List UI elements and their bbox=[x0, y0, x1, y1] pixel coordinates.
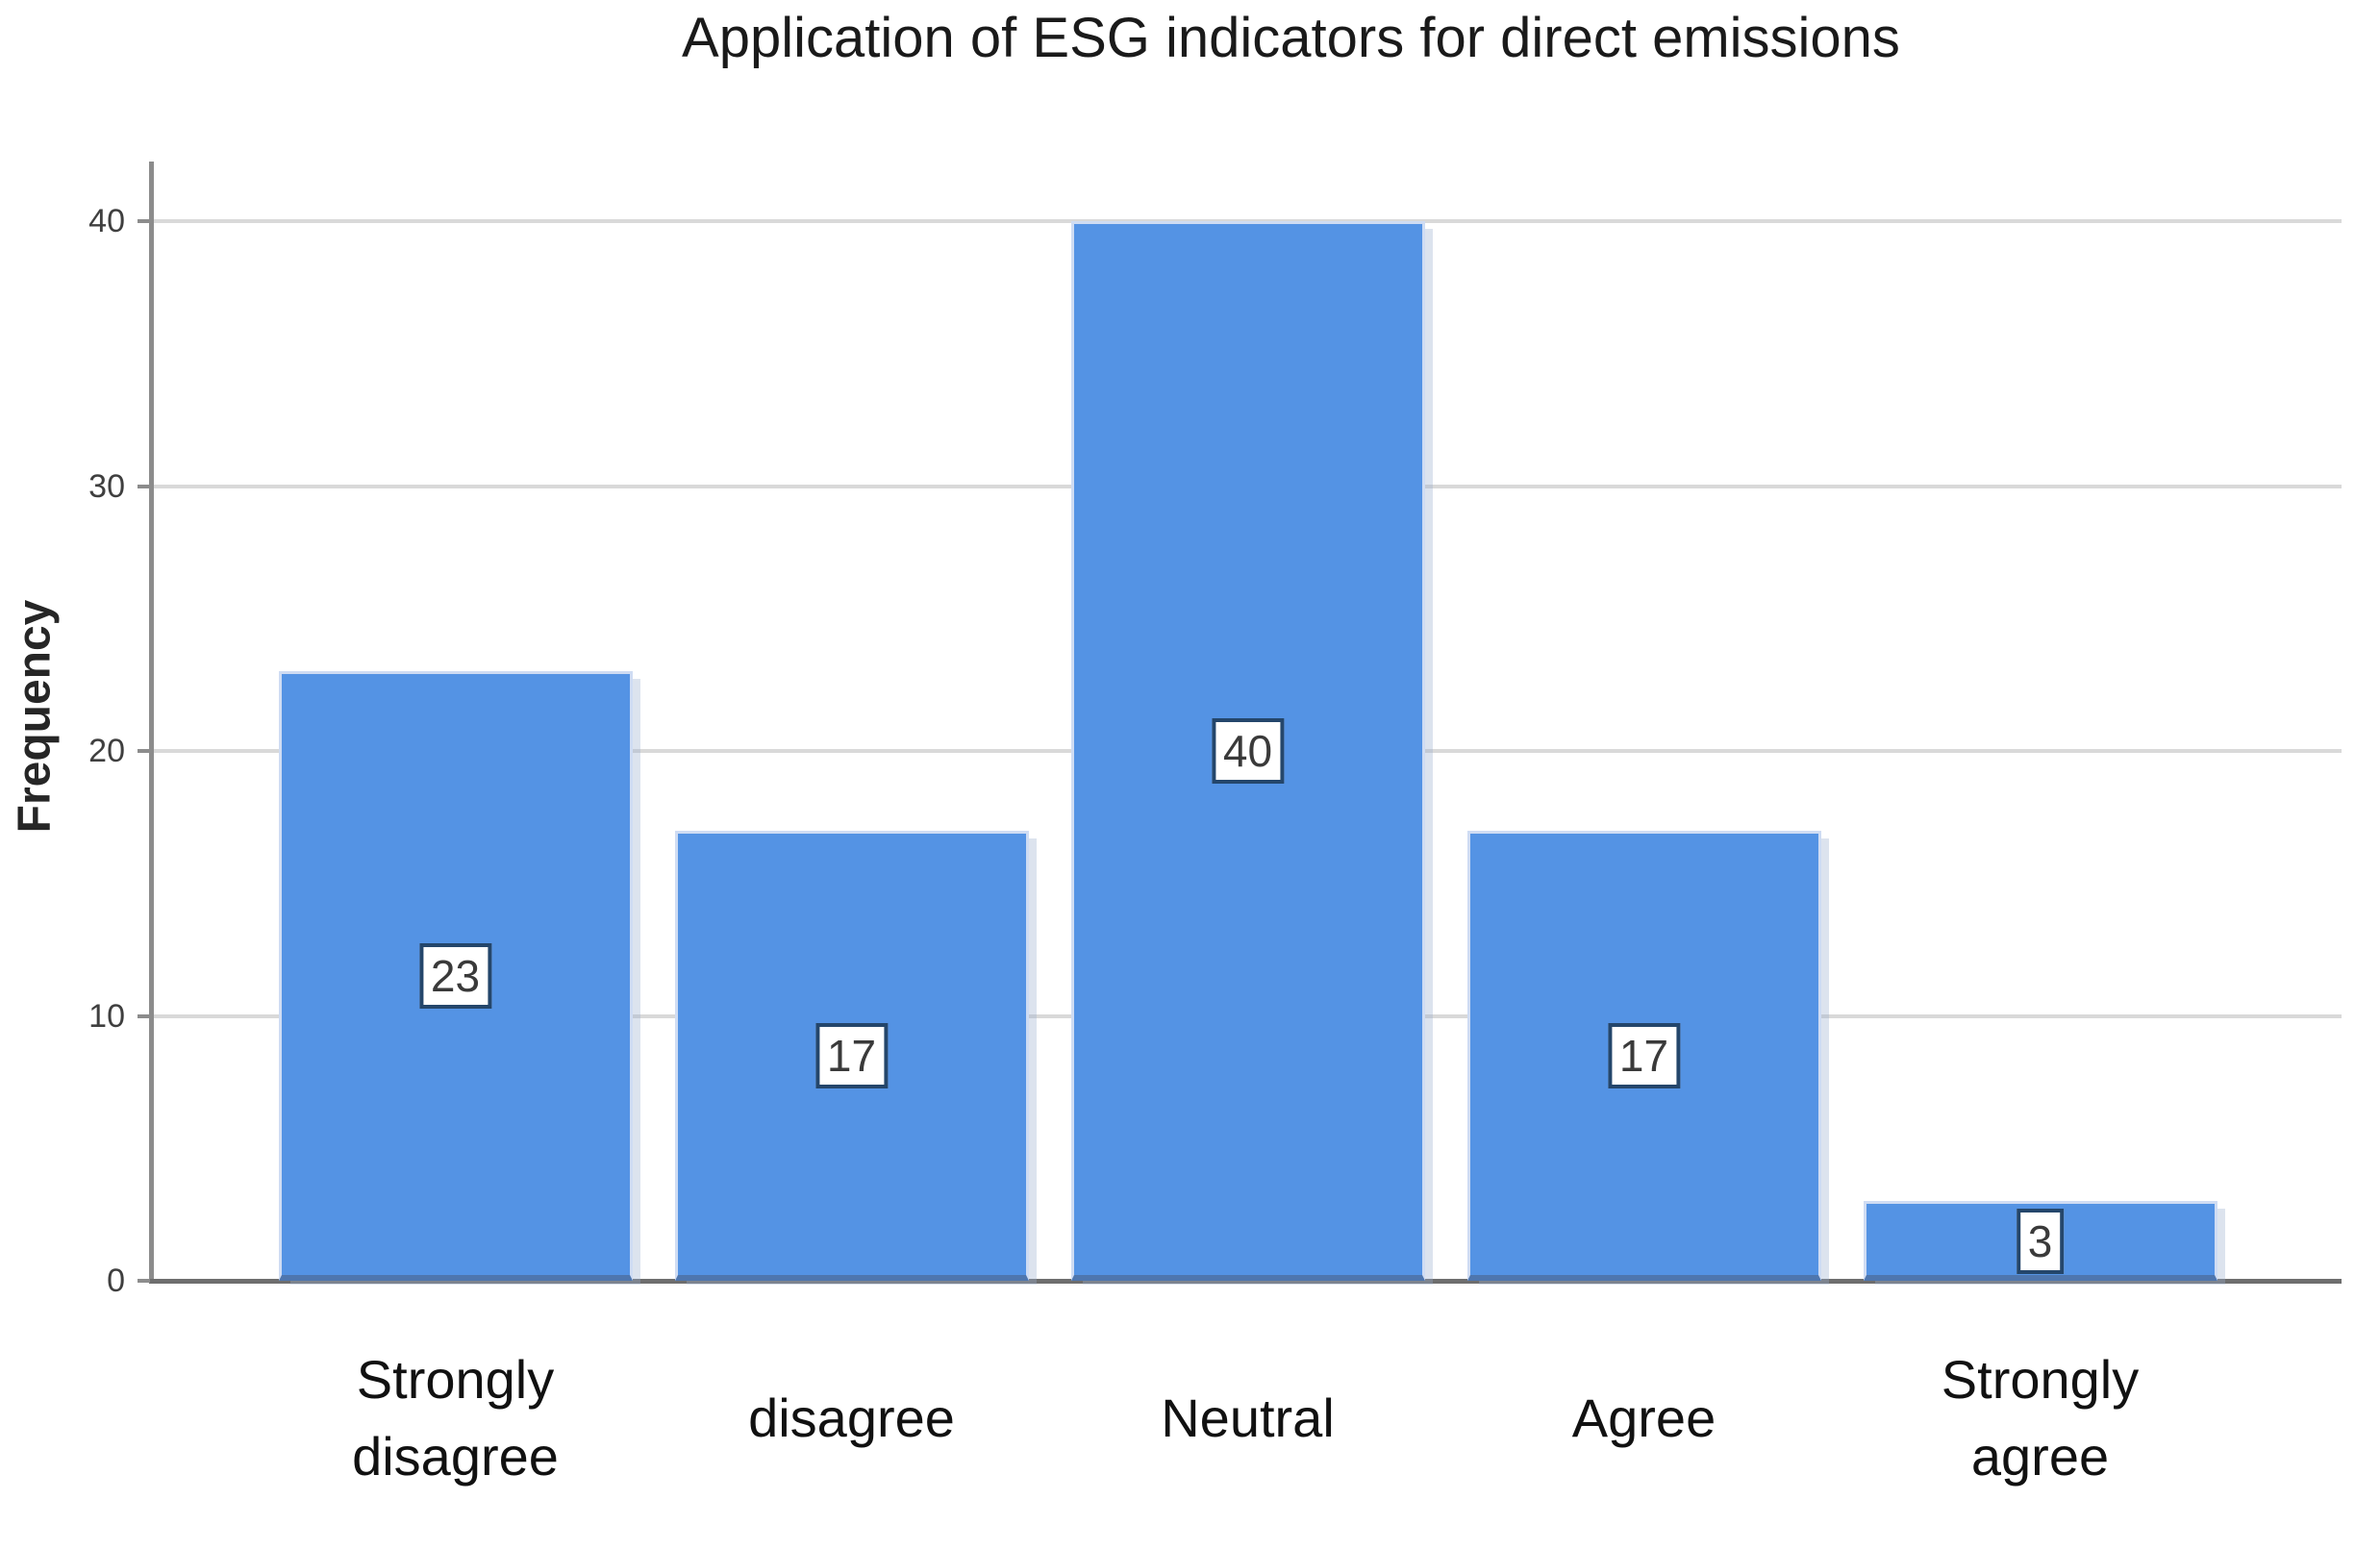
x-tick-label: Neutral bbox=[1050, 1332, 1446, 1505]
bar bbox=[674, 830, 1029, 1281]
x-tick-label: Strongly disagree bbox=[258, 1332, 654, 1505]
y-axis-tick bbox=[138, 749, 150, 753]
plot-area: 0 10 20 30 40 23 Strongly disagree 17 disagree 40… bbox=[88, 162, 2342, 1487]
y-axis-tick bbox=[138, 1279, 150, 1283]
bar-value-label: 17 bbox=[1607, 1022, 1681, 1088]
y-tick-label: 40 bbox=[88, 203, 125, 239]
x-tick-label-text: Strongly agree bbox=[1941, 1349, 2140, 1487]
y-tick-label: 30 bbox=[88, 467, 125, 505]
chart-title: Application of ESG indicators for direct… bbox=[682, 7, 1900, 69]
y-axis-title: Frequency bbox=[9, 599, 61, 834]
x-tick-label: disagree bbox=[654, 1332, 1050, 1505]
y-tick-label: 10 bbox=[88, 997, 125, 1035]
bar-value-label: 23 bbox=[418, 943, 492, 1010]
x-tick-label-text: Neutral bbox=[1161, 1388, 1335, 1448]
y-tick-label: 0 bbox=[107, 1262, 125, 1299]
x-tick-label: Agree bbox=[1446, 1332, 1842, 1505]
bar-value-label: 17 bbox=[814, 1022, 889, 1088]
y-axis-tick bbox=[138, 1013, 150, 1018]
y-axis-tick bbox=[138, 484, 150, 488]
x-axis-baseline bbox=[149, 1279, 2342, 1284]
bar-value-label: 40 bbox=[1211, 718, 1285, 784]
y-axis-line bbox=[149, 162, 154, 1283]
y-tick-label: 20 bbox=[88, 733, 125, 769]
y-axis-tick bbox=[138, 219, 150, 223]
x-tick-label: Strongly agree bbox=[1842, 1332, 2239, 1505]
x-tick-label-text: disagree bbox=[748, 1388, 955, 1448]
x-tick-label-text: Agree bbox=[1571, 1388, 1716, 1448]
x-tick-label-text: Strongly disagree bbox=[352, 1349, 559, 1487]
bar-value-label: 3 bbox=[2016, 1208, 2065, 1274]
